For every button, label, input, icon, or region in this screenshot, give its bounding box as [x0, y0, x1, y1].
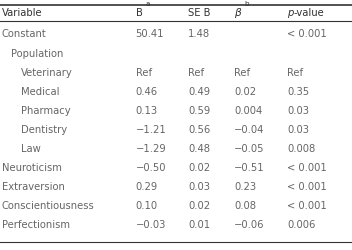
- Text: 0.23: 0.23: [234, 181, 256, 191]
- Text: 0.004: 0.004: [234, 105, 262, 115]
- Text: Ref: Ref: [188, 67, 205, 77]
- Text: < 0.001: < 0.001: [287, 181, 327, 191]
- Text: 0.03: 0.03: [188, 181, 210, 191]
- Text: −0.51: −0.51: [234, 162, 265, 172]
- Text: Ref: Ref: [234, 67, 250, 77]
- Text: -value: -value: [293, 8, 324, 18]
- Text: Perfectionism: Perfectionism: [2, 219, 70, 229]
- Text: 0.59: 0.59: [188, 105, 210, 115]
- Text: −0.50: −0.50: [136, 162, 166, 172]
- Text: Extraversion: Extraversion: [2, 181, 65, 191]
- Text: Dentistry: Dentistry: [21, 124, 67, 134]
- Text: −0.04: −0.04: [234, 124, 264, 134]
- Text: 0.56: 0.56: [188, 124, 210, 134]
- Text: 0.03: 0.03: [287, 124, 309, 134]
- Text: 0.46: 0.46: [136, 86, 158, 96]
- Text: β: β: [234, 8, 241, 18]
- Text: b: b: [244, 1, 249, 7]
- Text: 0.10: 0.10: [136, 200, 158, 210]
- Text: Conscientiousness: Conscientiousness: [2, 200, 94, 210]
- Text: Variable: Variable: [2, 8, 42, 18]
- Text: 0.48: 0.48: [188, 143, 210, 153]
- Text: −1.21: −1.21: [136, 124, 166, 134]
- Text: 0.49: 0.49: [188, 86, 210, 96]
- Text: 0.13: 0.13: [136, 105, 158, 115]
- Text: 0.008: 0.008: [287, 143, 315, 153]
- Text: −0.03: −0.03: [136, 219, 166, 229]
- Text: Ref: Ref: [287, 67, 303, 77]
- Text: 0.02: 0.02: [188, 200, 210, 210]
- Text: −0.05: −0.05: [234, 143, 265, 153]
- Text: 0.006: 0.006: [287, 219, 315, 229]
- Text: 0.03: 0.03: [287, 105, 309, 115]
- Text: Population: Population: [11, 48, 63, 58]
- Text: 0.29: 0.29: [136, 181, 158, 191]
- Text: 0.35: 0.35: [287, 86, 309, 96]
- Text: Medical: Medical: [21, 86, 59, 96]
- Text: Veterinary: Veterinary: [21, 67, 73, 77]
- Text: 0.08: 0.08: [234, 200, 256, 210]
- Text: SE B: SE B: [188, 8, 211, 18]
- Text: 0.02: 0.02: [188, 162, 210, 172]
- Text: −1.29: −1.29: [136, 143, 166, 153]
- Text: Neuroticism: Neuroticism: [2, 162, 62, 172]
- Text: a: a: [145, 1, 150, 7]
- Text: 0.02: 0.02: [234, 86, 256, 96]
- Text: < 0.001: < 0.001: [287, 200, 327, 210]
- Text: < 0.001: < 0.001: [287, 162, 327, 172]
- Text: < 0.001: < 0.001: [287, 29, 327, 39]
- Text: B: B: [136, 8, 143, 18]
- Text: 50.41: 50.41: [136, 29, 164, 39]
- Text: 1.48: 1.48: [188, 29, 210, 39]
- Text: Ref: Ref: [136, 67, 152, 77]
- Text: p: p: [287, 8, 293, 18]
- Text: −0.06: −0.06: [234, 219, 265, 229]
- Text: 0.01: 0.01: [188, 219, 210, 229]
- Text: Pharmacy: Pharmacy: [21, 105, 71, 115]
- Text: Constant: Constant: [2, 29, 46, 39]
- Text: Law: Law: [21, 143, 41, 153]
